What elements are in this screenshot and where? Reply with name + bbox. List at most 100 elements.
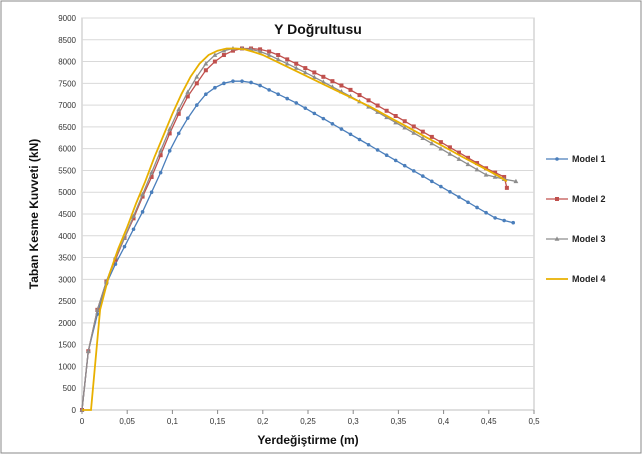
- data-point: [411, 130, 417, 135]
- data-point: [131, 213, 136, 218]
- data-point: [176, 106, 182, 112]
- data-point: [402, 163, 407, 168]
- data-point: [195, 103, 199, 107]
- data-point: [411, 124, 416, 129]
- data-point: [158, 153, 163, 158]
- data-point: [266, 52, 272, 57]
- data-point: [122, 244, 127, 249]
- series-model-4: [82, 47, 508, 411]
- data-point: [294, 101, 299, 105]
- x-tick-label: 0: [80, 417, 85, 426]
- data-point: [258, 83, 262, 88]
- data-point: [357, 93, 362, 98]
- series-group: [79, 45, 519, 412]
- data-point: [456, 156, 462, 161]
- data-point: [483, 172, 489, 177]
- data-point: [167, 149, 172, 153]
- data-point: [366, 142, 371, 147]
- y-tick-label: 1000: [58, 362, 76, 371]
- data-point: [402, 119, 407, 124]
- y-tick-label: 6500: [58, 123, 76, 132]
- data-point: [466, 155, 471, 160]
- data-point: [231, 79, 235, 83]
- data-point: [330, 79, 335, 84]
- data-point: [475, 205, 479, 210]
- data-point: [321, 116, 326, 121]
- y-tick-label: 8500: [58, 36, 76, 45]
- data-point: [339, 127, 344, 131]
- y-tick-label: 7500: [58, 79, 76, 88]
- legend-item-model-3: Model 3: [546, 234, 606, 244]
- data-point: [366, 98, 371, 103]
- data-point: [466, 200, 470, 205]
- gridlines: [82, 17, 534, 389]
- data-point: [204, 92, 208, 97]
- data-point: [303, 66, 308, 71]
- data-point: [185, 94, 190, 99]
- data-point: [321, 74, 326, 79]
- x-tick-label: 0,2: [257, 417, 269, 426]
- y-tick-label: 9000: [58, 14, 76, 23]
- data-point: [384, 108, 389, 113]
- y-tick-label: 0: [72, 406, 77, 415]
- x-tick-label: 0,25: [300, 417, 316, 426]
- y-axis-title: Taban Kesme Kuvveti (kN): [27, 139, 41, 290]
- legend-label: Model 4: [572, 274, 606, 284]
- data-point: [448, 189, 452, 194]
- data-point: [492, 174, 498, 179]
- legend-label: Model 3: [572, 234, 606, 244]
- data-point: [276, 92, 280, 97]
- data-point: [554, 236, 560, 241]
- data-point: [85, 348, 91, 353]
- data-point: [285, 96, 290, 101]
- series-model-3: [79, 45, 519, 412]
- x-axis-ticks: 0 0,05 0,1 0,15 0,2 0,25 0,3 0,35 0,4 0,45 0,5: [80, 410, 540, 426]
- data-point: [194, 74, 200, 79]
- y-tick-label: 4000: [58, 232, 76, 241]
- legend-item-model-4: Model 4: [546, 274, 606, 284]
- data-point: [94, 307, 100, 312]
- data-point: [484, 210, 488, 215]
- data-point: [339, 83, 344, 88]
- data-point: [420, 135, 426, 141]
- data-point: [312, 111, 317, 116]
- data-point: [430, 179, 434, 184]
- y-tick-label: 3500: [58, 254, 76, 263]
- legend-item-model-1: Model 1: [546, 154, 606, 164]
- x-tick-label: 0,15: [210, 417, 226, 426]
- y-tick-label: 1500: [58, 341, 76, 350]
- data-point: [267, 49, 272, 54]
- y-tick-label: 5500: [58, 166, 76, 175]
- data-point: [213, 85, 217, 90]
- data-point: [393, 114, 398, 118]
- data-point: [493, 216, 497, 220]
- data-point: [230, 48, 235, 53]
- legend-item-model-2: Model 2: [546, 194, 606, 204]
- data-point: [393, 119, 399, 125]
- data-point: [375, 103, 380, 108]
- data-point: [411, 169, 416, 173]
- y-tick-label: 2000: [58, 319, 76, 328]
- y-tick-label: 2500: [58, 297, 76, 306]
- data-point: [457, 195, 461, 199]
- data-point: [384, 153, 389, 157]
- data-point: [421, 174, 425, 178]
- y-axis-ticks: 0 500 1000 1500 2000 2500 3000 3500 4000 4500 5000…: [58, 14, 76, 415]
- data-point: [203, 61, 209, 66]
- x-axis-title: Yerdeğiştirme (m): [257, 433, 358, 447]
- data-point: [194, 81, 199, 86]
- data-point: [185, 116, 190, 120]
- data-point: [393, 158, 398, 163]
- data-point: [312, 70, 317, 75]
- data-point: [474, 166, 480, 172]
- series-line: [82, 47, 508, 411]
- data-point: [511, 220, 516, 225]
- data-point: [465, 161, 471, 167]
- data-point: [555, 197, 559, 201]
- data-point: [176, 131, 181, 136]
- data-point: [420, 129, 425, 134]
- data-point: [493, 170, 498, 175]
- y-tick-label: 6000: [58, 145, 76, 154]
